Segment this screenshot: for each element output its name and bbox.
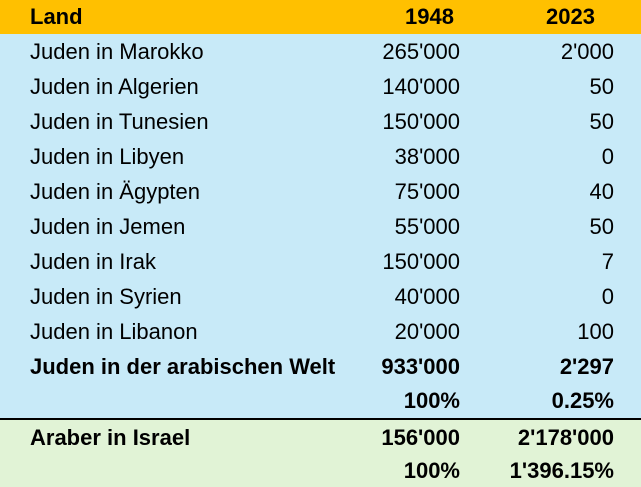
table-header: Land 1948 2023 [0, 0, 641, 34]
total-jews-pct-2023: 0.25% [551, 388, 614, 413]
row-land: Juden in Irak [30, 248, 156, 274]
table-row: Juden in Syrien 40'000 0 [0, 279, 641, 314]
row-2023: 40 [589, 178, 614, 204]
row-1948: 38'000 [394, 143, 460, 169]
row-1948: 150'000 [382, 248, 460, 274]
row-2023: 0 [601, 143, 614, 169]
table-row: Juden in Libyen 38'000 0 [0, 139, 641, 174]
row-1948: 75'000 [394, 178, 460, 204]
table-row: Juden in Irak 150'000 7 [0, 244, 641, 279]
total-jews-label: Juden in der arabischen Welt [30, 353, 336, 379]
section-divider [0, 418, 641, 420]
total-jews-percent-row: 100% 0.25% [0, 384, 641, 418]
row-2023: 50 [589, 108, 614, 134]
arabs-israel-1948: 156'000 [381, 424, 460, 450]
row-1948: 55'000 [394, 213, 460, 239]
row-1948: 40'000 [394, 283, 460, 309]
table-row: Juden in Jemen 55'000 50 [0, 209, 641, 244]
row-land: Juden in Libanon [30, 318, 198, 344]
row-1948: 265'000 [382, 38, 460, 64]
row-land: Juden in Algerien [30, 73, 199, 99]
header-2023: 2023 [546, 4, 595, 29]
row-2023: 2'000 [560, 38, 614, 64]
arabs-section [0, 420, 641, 487]
total-jews-2023: 2'297 [559, 353, 614, 379]
row-2023: 100 [577, 318, 614, 344]
row-land: Juden in Syrien [30, 283, 182, 309]
row-land: Juden in Tunesien [30, 108, 209, 134]
arabs-israel-2023: 2'178'000 [517, 424, 614, 450]
arabs-israel-percent-row: 100% 1'396.15% [0, 455, 641, 487]
table-row: Juden in Marokko 265'000 2'000 [0, 34, 641, 69]
row-2023: 50 [589, 73, 614, 99]
row-2023: 0 [601, 283, 614, 309]
total-jews-1948: 933'000 [381, 353, 460, 379]
table-row: Juden in Tunesien 150'000 50 [0, 104, 641, 139]
table-row: Juden in Libanon 20'000 100 [0, 314, 641, 349]
total-jews-pct-1948: 100% [403, 388, 460, 413]
row-2023: 50 [589, 213, 614, 239]
total-jews-row: Juden in der arabischen Welt 933'000 2'2… [0, 349, 641, 384]
header-land: Land [30, 4, 83, 29]
arabs-israel-label: Araber in Israel [30, 424, 191, 450]
arabs-israel-pct-1948: 100% [403, 458, 460, 483]
row-1948: 140'000 [382, 73, 460, 99]
row-1948: 20'000 [394, 318, 460, 344]
table-row: Juden in Ägypten 75'000 40 [0, 174, 641, 209]
row-2023: 7 [601, 248, 614, 274]
row-1948: 150'000 [382, 108, 460, 134]
row-land: Juden in Jemen [30, 213, 186, 239]
arabs-israel-row: Araber in Israel 156'000 2'178'000 [0, 420, 641, 455]
table-row: Juden in Algerien 140'000 50 [0, 69, 641, 104]
header-1948: 1948 [405, 4, 454, 29]
jews-section [0, 34, 641, 418]
arabs-israel-pct-2023: 1'396.15% [509, 458, 614, 483]
row-land: Juden in Marokko [30, 38, 204, 64]
row-land: Juden in Ägypten [30, 178, 201, 204]
row-land: Juden in Libyen [30, 143, 185, 169]
